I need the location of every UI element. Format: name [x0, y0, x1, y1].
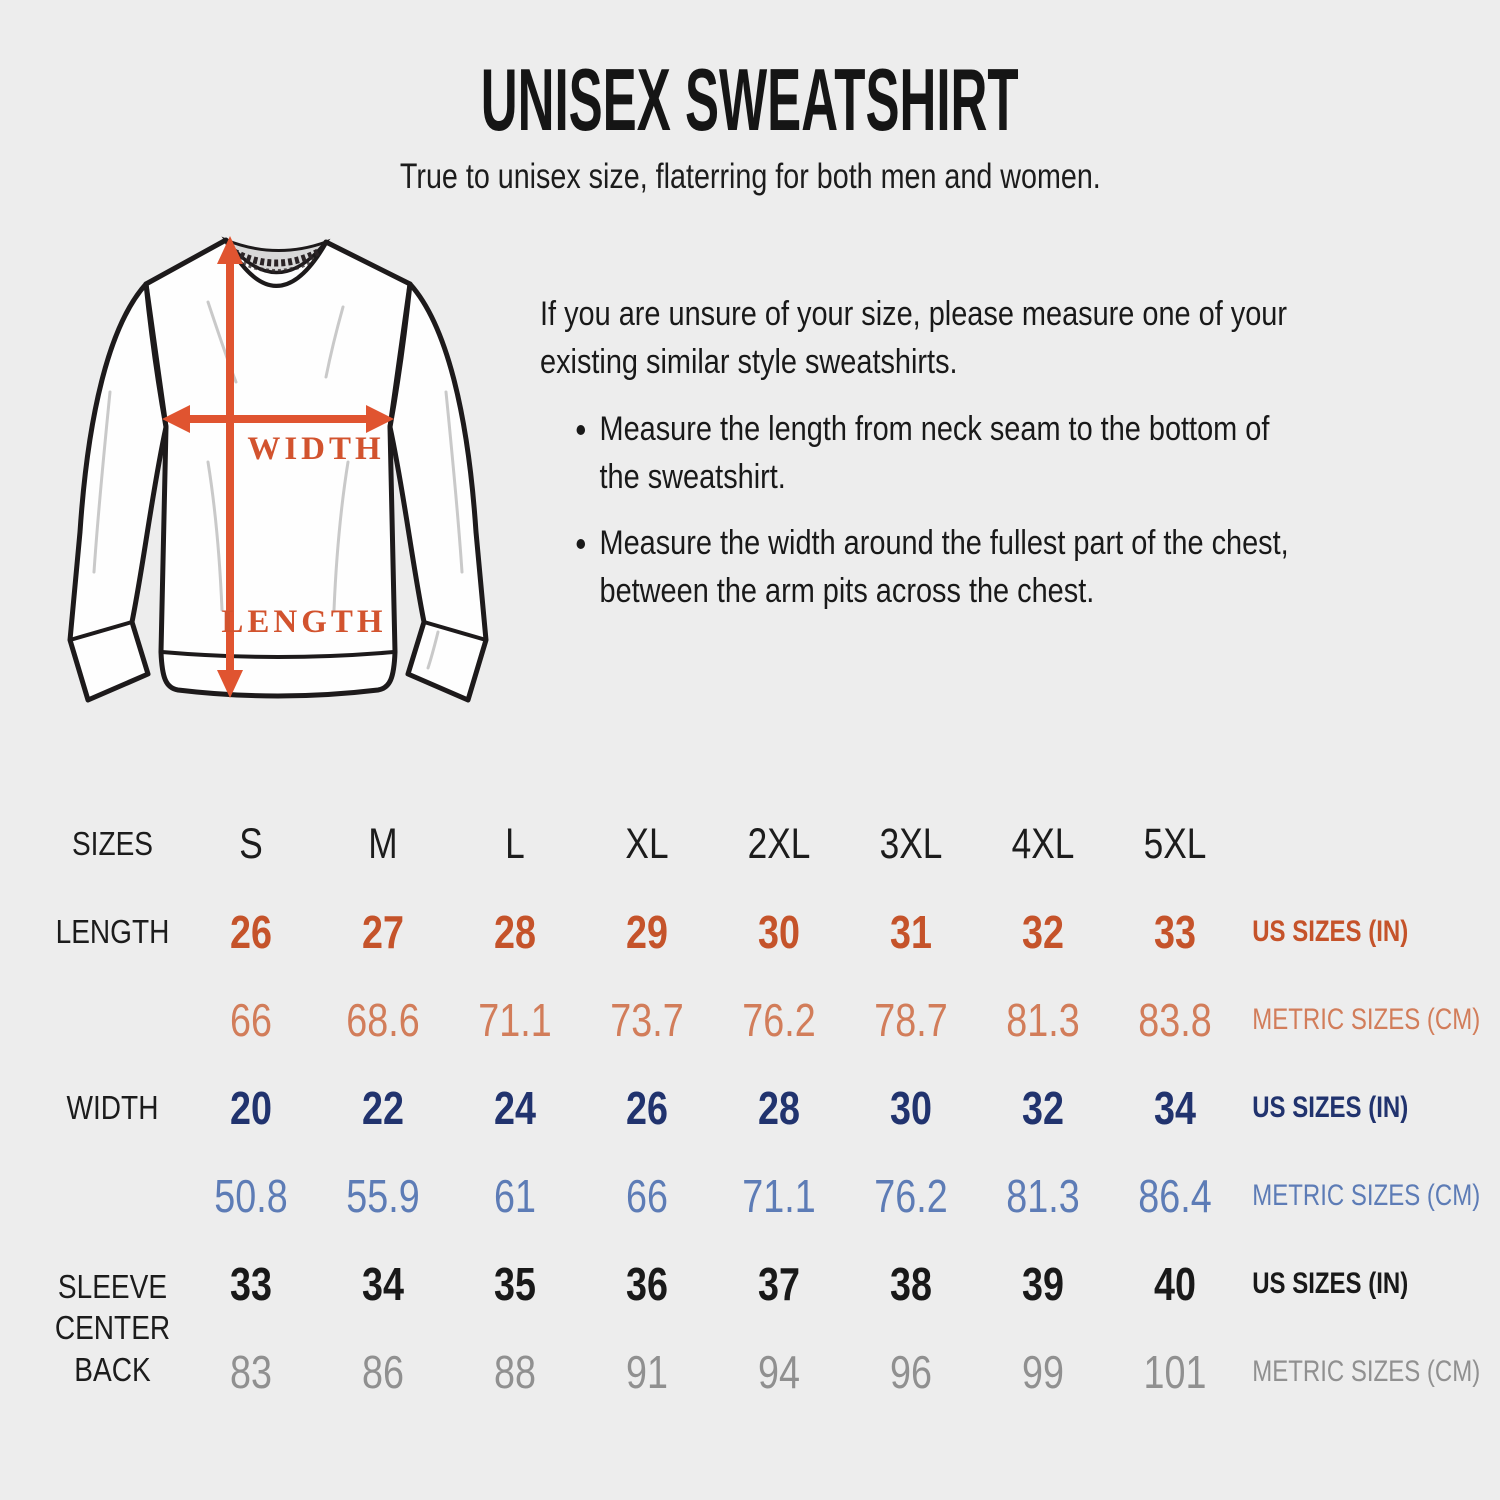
- width-row-label: WIDTH: [66, 1089, 159, 1126]
- length-row-label: LENGTH: [55, 913, 170, 950]
- instruction-list: Measure the length from neck seam to the…: [540, 405, 1441, 616]
- length-metric-value: 68.6: [346, 994, 420, 1046]
- fabric-creases: [92, 300, 464, 670]
- instruction-bullet-length: Measure the length from neck seam to the…: [600, 405, 1314, 502]
- sleeve-us-value: 35: [494, 1258, 536, 1310]
- sleeve-label-line: BACK: [74, 1350, 151, 1388]
- size-col-header: XL: [625, 819, 669, 868]
- sleeve-metric-value: 83: [230, 1346, 272, 1398]
- width-us-value: 22: [362, 1082, 404, 1134]
- length-metric-value: 81.3: [1006, 994, 1080, 1046]
- length-us-value: 31: [890, 906, 932, 958]
- sleeve-metric-value: 94: [758, 1346, 800, 1398]
- header: UNISEX SWEATSHIRT: [0, 56, 1500, 144]
- length-metric-value: 66: [230, 994, 272, 1046]
- width-metric-value: 71.1: [742, 1170, 816, 1222]
- width-metric-value: 86.4: [1138, 1170, 1212, 1222]
- size-col-header: 4XL: [1011, 819, 1075, 868]
- size-table: SIZES S M L XL 2XL 3XL 4XL 5XL LENGTH 26…: [40, 800, 1486, 1416]
- length-us-value: 29: [626, 906, 668, 958]
- length-metric-value: 78.7: [874, 994, 948, 1046]
- length-us-value: 27: [362, 906, 404, 958]
- sleeve-us-value: 34: [362, 1258, 404, 1310]
- size-col-header: M: [368, 819, 398, 868]
- length-metric-value: 76.2: [742, 994, 816, 1046]
- sleeve-metric-value: 91: [626, 1346, 668, 1398]
- us-unit-label: US SIZES (IN): [1252, 1091, 1409, 1124]
- width-metric-value: 81.3: [1006, 1170, 1080, 1222]
- collar-rib-band: [224, 238, 328, 288]
- length-metric-value: 73.7: [610, 994, 684, 1046]
- sleeve-metric-value: 99: [1022, 1346, 1064, 1398]
- us-unit-label: US SIZES (IN): [1252, 1267, 1409, 1300]
- width-metric-value: 50.8: [214, 1170, 288, 1222]
- length-label: LENGTH: [221, 604, 386, 640]
- us-unit-label: US SIZES (IN): [1252, 915, 1409, 948]
- hem-band-line: [161, 650, 395, 659]
- width-metric-value: 76.2: [874, 1170, 948, 1222]
- width-metric-value: 55.9: [346, 1170, 420, 1222]
- length-us-value: 30: [758, 906, 800, 958]
- collar-stitching: [232, 248, 320, 267]
- page-subtitle: True to unisex size, flaterring for both…: [399, 157, 1101, 196]
- length-metric-value: 83.8: [1138, 994, 1212, 1046]
- sleeve-us-value: 38: [890, 1258, 932, 1310]
- subheader: True to unisex size, flaterring for both…: [0, 156, 1500, 198]
- width-us-value: 32: [1022, 1082, 1064, 1134]
- width-us-value: 34: [1154, 1082, 1196, 1134]
- sleeve-metric-value: 96: [890, 1346, 932, 1398]
- length-us-value: 28: [494, 906, 536, 958]
- metric-unit-label: METRIC SIZES (CM): [1252, 1003, 1481, 1036]
- sleeve-us-value: 39: [1022, 1258, 1064, 1310]
- width-label: WIDTH: [247, 431, 384, 467]
- left-cuff-line: [69, 620, 133, 642]
- length-us-value: 32: [1022, 906, 1064, 958]
- metric-unit-label: METRIC SIZES (CM): [1252, 1355, 1481, 1388]
- collar-stitching-2: [236, 258, 316, 273]
- size-col-header: 5XL: [1143, 819, 1207, 868]
- instruction-intro: If you are unsure of your size, please m…: [540, 295, 1288, 382]
- sleeve-label-line: SLEEVE: [57, 1267, 168, 1305]
- sizes-label: SIZES: [71, 825, 154, 862]
- width-us-value: 30: [890, 1082, 932, 1134]
- width-us-value: 26: [626, 1082, 668, 1134]
- sleeve-label-line: CENTER: [54, 1309, 171, 1347]
- sleeve-metric-value: 86: [362, 1346, 404, 1398]
- sleeve-metric-value: 88: [494, 1346, 536, 1398]
- sizing-instructions: If you are unsure of your size, please m…: [540, 290, 1441, 634]
- page-title: UNISEX SWEATSHIRT: [481, 50, 1019, 149]
- sleeve-row-label: SLEEVE CENTER BACK: [51, 1240, 174, 1416]
- sleeve-metric-value: 101: [1143, 1346, 1207, 1398]
- table-cell-empty: [53, 1152, 172, 1240]
- metric-unit-label: METRIC SIZES (CM): [1252, 1179, 1481, 1212]
- sleeve-us-value: 36: [626, 1258, 668, 1310]
- sweatshirt-diagram: WIDTH LENGTH: [67, 236, 489, 703]
- instruction-bullet-width: Measure the width around the fullest par…: [600, 519, 1314, 616]
- size-col-header: 3XL: [879, 819, 943, 868]
- size-col-header: S: [239, 819, 263, 868]
- sleeve-us-value: 40: [1154, 1258, 1196, 1310]
- size-col-header: 2XL: [747, 819, 811, 868]
- width-us-value: 20: [230, 1082, 272, 1134]
- length-arrow: [217, 236, 243, 698]
- right-cuff-line: [423, 620, 487, 642]
- width-metric-value: 66: [626, 1170, 668, 1222]
- width-arrow: [162, 405, 394, 433]
- table-cell-empty: [1263, 800, 1464, 888]
- sleeve-us-value: 37: [758, 1258, 800, 1310]
- size-col-header: L: [505, 819, 525, 868]
- width-metric-value: 61: [494, 1170, 536, 1222]
- length-us-value: 33: [1154, 906, 1196, 958]
- table-cell-empty: [53, 976, 172, 1064]
- right-sleeve: [387, 281, 489, 703]
- width-us-value: 24: [494, 1082, 536, 1134]
- length-metric-value: 71.1: [478, 994, 552, 1046]
- left-sleeve: [67, 281, 169, 703]
- width-us-value: 28: [758, 1082, 800, 1134]
- length-us-value: 26: [230, 906, 272, 958]
- sleeve-us-value: 33: [230, 1258, 272, 1310]
